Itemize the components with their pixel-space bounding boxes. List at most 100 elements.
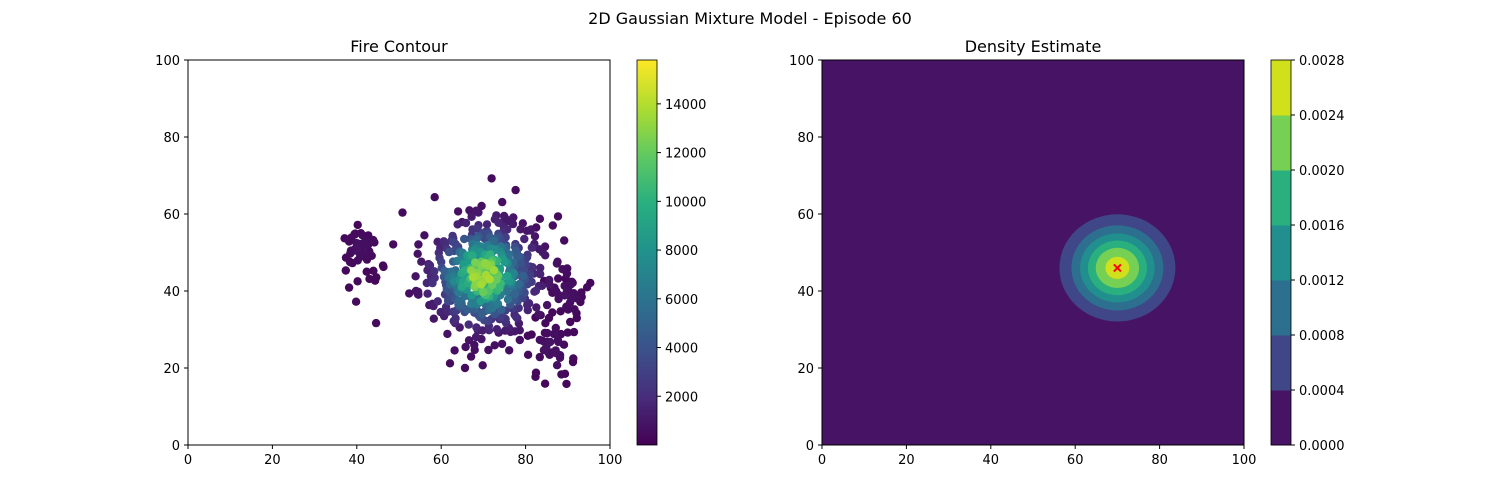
fire-point bbox=[451, 314, 460, 323]
fire-contour-ytick-label-60: 60 bbox=[163, 208, 180, 223]
density-colorbar-band-6 bbox=[1271, 60, 1291, 116]
fire-point bbox=[417, 257, 426, 266]
density-colorbar-band-4 bbox=[1271, 170, 1291, 226]
density-xtick-label-0: 0 bbox=[818, 453, 826, 468]
fire-point bbox=[518, 271, 528, 280]
fire-point bbox=[350, 230, 359, 239]
fire-point bbox=[477, 201, 486, 211]
fire-point bbox=[351, 297, 361, 306]
fire-colorbar-tick-label-10000: 10000 bbox=[665, 195, 706, 210]
fire-point bbox=[482, 220, 492, 229]
fire-point bbox=[484, 345, 493, 355]
fire-point bbox=[489, 266, 499, 275]
fire-point bbox=[534, 310, 543, 319]
fire-point bbox=[495, 283, 504, 292]
fire-point bbox=[398, 208, 407, 217]
fire-colorbar-tick-label-4000: 4000 bbox=[665, 342, 698, 357]
fire-contour-xtick-label-100: 100 bbox=[598, 453, 623, 468]
fire-point bbox=[532, 303, 541, 312]
fire-point bbox=[500, 257, 509, 267]
figure-suptitle: 2D Gaussian Mixture Model - Episode 60 bbox=[588, 9, 912, 28]
density-colorbar-band-1 bbox=[1271, 335, 1291, 391]
density-colorbar-ticks: 0.0000 0.0004 0.0008 0.0012 0.0016 0.0020 0.00… bbox=[1291, 54, 1345, 454]
fire-point bbox=[516, 225, 525, 234]
fire-point bbox=[557, 370, 566, 379]
fire-point bbox=[453, 207, 463, 216]
fire-point bbox=[378, 261, 388, 270]
density-ytick-label-40: 40 bbox=[797, 285, 814, 300]
fire-point bbox=[341, 266, 350, 275]
fire-point bbox=[523, 350, 533, 359]
fire-point bbox=[481, 259, 490, 268]
fire-point bbox=[549, 329, 559, 339]
fire-point bbox=[535, 245, 544, 254]
fire-point bbox=[545, 275, 554, 285]
density-panel: Density Estimate 0 20 40 60 80 100 0 20 40 60 80 10… bbox=[789, 37, 1344, 468]
fire-contour-panel: Fire Contour 0 20 40 60 80 100 0 20 40 60 80 100 20… bbox=[155, 37, 706, 468]
density-axes-frame bbox=[821, 59, 1245, 446]
density-ticks: 0 20 40 60 80 100 0 20 40 60 80 100 bbox=[789, 54, 1256, 468]
fire-point bbox=[443, 329, 452, 339]
fire-point bbox=[544, 313, 554, 323]
fire-point bbox=[428, 278, 437, 288]
fire-point bbox=[531, 286, 541, 295]
fire-point bbox=[554, 274, 563, 283]
fire-point bbox=[466, 352, 476, 361]
fire-contour-xtick-label-20: 20 bbox=[264, 453, 281, 468]
fire-point bbox=[577, 288, 586, 297]
fire-point bbox=[505, 346, 514, 355]
fire-point bbox=[492, 275, 501, 284]
fire-colorbar-tick-label-14000: 14000 bbox=[665, 98, 706, 113]
density-band-0 bbox=[822, 60, 1244, 445]
mean-x-marker bbox=[1113, 263, 1122, 273]
fire-point bbox=[465, 206, 474, 215]
fire-point bbox=[461, 342, 470, 352]
fire-contour-ytick-label-80: 80 bbox=[163, 131, 180, 146]
fire-point bbox=[353, 277, 362, 286]
fire-point bbox=[569, 327, 579, 337]
density-xtick-label-80: 80 bbox=[1151, 453, 1168, 468]
fire-point bbox=[569, 354, 578, 363]
fire-point bbox=[365, 274, 374, 284]
fire-point bbox=[453, 220, 462, 229]
fire-point bbox=[443, 296, 453, 306]
fire-point bbox=[520, 234, 529, 244]
fire-colorbar-tick-label-6000: 6000 bbox=[665, 293, 698, 308]
fire-point bbox=[570, 305, 579, 314]
fire-point bbox=[466, 266, 476, 275]
fire-point bbox=[503, 271, 512, 281]
fire-contour-ytick-label-20: 20 bbox=[163, 362, 180, 377]
fire-point bbox=[502, 287, 511, 296]
density-colorbar-tick-label-5: 0.0020 bbox=[1299, 164, 1345, 179]
fire-point bbox=[467, 251, 477, 260]
fire-point bbox=[552, 361, 562, 370]
density-colorbar-band-0 bbox=[1271, 390, 1291, 446]
fire-point bbox=[355, 252, 365, 261]
fire-contour-points bbox=[340, 174, 595, 389]
fire-point bbox=[535, 352, 544, 362]
fire-point bbox=[467, 212, 476, 221]
fire-point bbox=[436, 307, 445, 317]
fire-point bbox=[548, 221, 557, 230]
density-colorbar bbox=[1270, 59, 1292, 446]
fire-point bbox=[468, 273, 478, 282]
fire-point bbox=[562, 379, 571, 389]
fire-point bbox=[535, 214, 545, 223]
fire-contour-xtick-label-0: 0 bbox=[184, 453, 192, 468]
fire-point bbox=[560, 291, 569, 300]
fire-point bbox=[552, 259, 562, 268]
fire-point bbox=[494, 218, 503, 227]
fire-point bbox=[460, 363, 470, 373]
fire-point bbox=[411, 272, 420, 281]
fire-point bbox=[353, 220, 362, 230]
fire-point bbox=[445, 359, 455, 368]
fire-point bbox=[511, 312, 521, 321]
fire-point bbox=[523, 300, 532, 310]
fire-point bbox=[503, 295, 513, 304]
fire-point bbox=[461, 218, 471, 228]
fire-point bbox=[485, 275, 494, 284]
fire-point bbox=[358, 230, 367, 240]
density-colorbar-frame bbox=[1270, 59, 1292, 446]
density-title: Density Estimate bbox=[965, 37, 1102, 56]
fire-point bbox=[515, 335, 524, 345]
